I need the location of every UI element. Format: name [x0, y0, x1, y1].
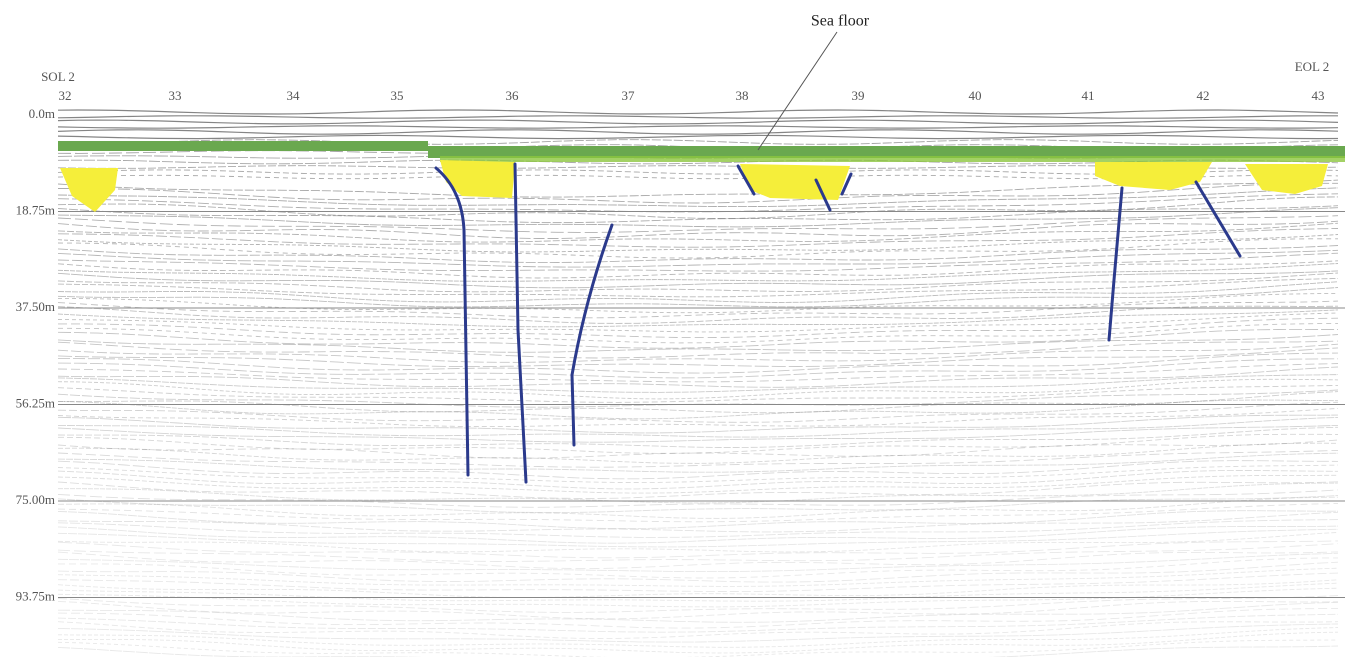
- shot-point-label: 43: [1312, 88, 1325, 103]
- shot-point-label: 36: [506, 88, 520, 103]
- shot-point-label: 38: [736, 88, 749, 103]
- seismic-profile: Sea floor SOL 2 EOL 2 32 33 34 35 36 37 38 39 40…: [0, 0, 1347, 657]
- depth-label: 18.75m: [16, 202, 55, 217]
- depth-label: 93.75m: [16, 588, 55, 603]
- shot-point-label: 41: [1082, 88, 1095, 103]
- depth-label: 56.25m: [16, 395, 55, 410]
- shot-point-label: 42: [1197, 88, 1210, 103]
- shot-point-label: 33: [169, 88, 182, 103]
- background: [0, 0, 1347, 657]
- annotation: Sea floor: [811, 13, 870, 30]
- sea-floor-band: [440, 156, 1345, 162]
- shot-point-label: 40: [969, 88, 982, 103]
- sea-floor-band: [58, 141, 428, 151]
- depth-label: 37.50m: [16, 299, 55, 314]
- shot-point-label: 39: [852, 88, 865, 103]
- depth-label: 75.00m: [16, 492, 55, 507]
- shot-point-label: 35: [391, 88, 404, 103]
- start-label: SOL 2: [41, 69, 75, 84]
- shot-point-label: 37: [622, 88, 636, 103]
- shot-point-label: 34: [287, 88, 301, 103]
- shot-point-label: 32: [59, 88, 72, 103]
- end-label: EOL 2: [1295, 59, 1330, 74]
- depth-label: 0.0m: [29, 106, 55, 121]
